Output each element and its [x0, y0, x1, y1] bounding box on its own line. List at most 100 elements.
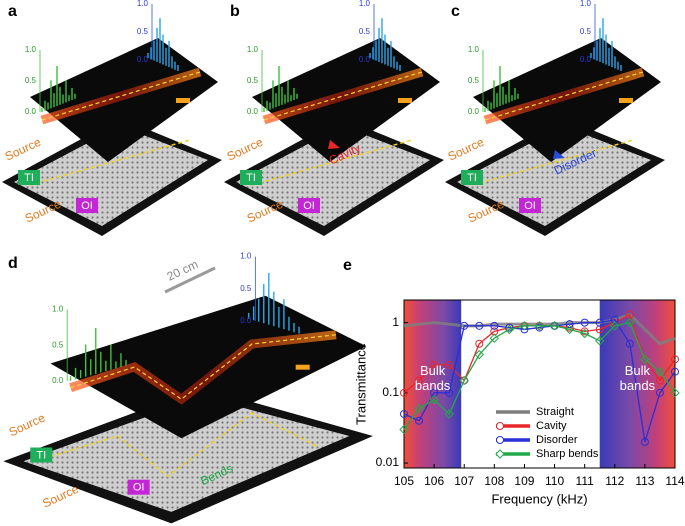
green-tick-label: 0.0: [247, 107, 259, 116]
data-point: [414, 403, 424, 414]
data-point: [610, 321, 620, 331]
data-point: [534, 321, 545, 331]
x-tick-label: 109: [514, 474, 534, 488]
data-point: [505, 323, 514, 332]
data-point: [610, 315, 619, 324]
data-point: [671, 367, 679, 376]
green-tick-label: 0.5: [25, 76, 37, 85]
source-label: Source: [7, 410, 48, 439]
data-point: [489, 333, 500, 343]
panel-label: c: [451, 3, 460, 20]
oi-box: [519, 198, 541, 213]
legend-label: Sharp bends: [536, 448, 599, 460]
data-point: [415, 416, 424, 425]
oi-box: [298, 198, 320, 213]
legend-marker: [496, 422, 504, 430]
field-plane: [30, 38, 218, 162]
data-point: [640, 437, 649, 446]
field-glow: [483, 67, 645, 125]
x-tick-label: 112: [605, 474, 624, 488]
y-tick-label: 0.01: [376, 455, 400, 469]
green-tick-label: 1.0: [468, 45, 480, 54]
data-point: [460, 321, 469, 330]
data-point: [595, 318, 604, 327]
field-glow: [40, 67, 202, 125]
blue-tick-label: 1.0: [580, 0, 592, 8]
waveguide-path: [50, 412, 320, 478]
green-tick-label: 1.0: [52, 305, 64, 314]
x-tick-label: 107: [454, 474, 474, 488]
data-point: [459, 375, 469, 386]
green-tick-label: 0.5: [247, 76, 259, 85]
green-tick-label: 0.0: [468, 107, 480, 116]
data-point: [655, 388, 664, 397]
legend-marker: [495, 449, 505, 459]
scale-bar: [164, 266, 216, 294]
panel-label: b: [230, 3, 240, 20]
blue-tick-label: 1.0: [240, 252, 252, 261]
colorbar: [619, 98, 633, 103]
data-point: [625, 317, 635, 328]
x-tick-label: 110: [545, 474, 564, 488]
data-point: [640, 354, 650, 365]
blue-tick-label: 0.0: [240, 316, 252, 325]
panel-label: a: [8, 3, 17, 20]
colorbar: [295, 364, 310, 370]
data-point: [671, 355, 679, 364]
plate-crystal: [14, 126, 208, 226]
field-plane: [473, 38, 661, 162]
ti-label: TI: [36, 449, 46, 461]
source-label: Source: [40, 482, 81, 511]
blue-tick-label: 0.0: [137, 55, 149, 64]
blue-tick-label: 0.5: [580, 27, 592, 36]
data-point: [549, 321, 560, 331]
x-tick-label: 108: [484, 474, 504, 488]
legend-label: Disorder: [536, 434, 578, 446]
legend-label: Straight: [536, 406, 574, 418]
ti-box: [240, 170, 262, 185]
panel-label: e: [343, 257, 352, 274]
field-plane: [252, 38, 440, 162]
data-point: [490, 321, 499, 330]
source-label: Source: [3, 135, 44, 164]
data-point: [445, 388, 454, 397]
blue-tick-label: 0.0: [580, 55, 592, 64]
blue-tick-label: 1.0: [137, 0, 149, 8]
field-glow: [262, 67, 424, 125]
oi-box: [76, 198, 98, 213]
band-label: Bulk bands: [414, 362, 451, 393]
data-point: [655, 366, 665, 377]
x-tick-label: 113: [635, 474, 654, 488]
data-point: [399, 424, 409, 435]
oi-label: OI: [303, 200, 315, 212]
x-tick-label: 105: [394, 474, 414, 488]
y-tick-label: 1: [392, 315, 399, 329]
plot-frame: [403, 299, 676, 469]
y-axis-label: Transmittance: [353, 343, 368, 425]
blue-tick-label: 1.0: [359, 0, 371, 8]
green-tick-label: 1.0: [247, 45, 259, 54]
data-point: [655, 376, 664, 385]
data-point: [444, 409, 454, 419]
data-point: [535, 323, 544, 332]
source-label: Source: [446, 135, 487, 164]
blue-tick-label: 0.5: [359, 27, 371, 36]
defect-marker: [328, 140, 340, 149]
data-point: [415, 376, 424, 385]
blue-tick-label: 0.5: [240, 284, 252, 293]
green-tick-label: 0.5: [468, 76, 480, 85]
data-point: [670, 388, 680, 398]
source-label: Source: [225, 135, 266, 164]
blue-tick-label: 0.0: [359, 55, 371, 64]
x-tick-label: 114: [665, 474, 684, 488]
field-plane: [50, 295, 367, 439]
scale-label: 20 cm: [165, 257, 201, 284]
oi-label: OI: [133, 482, 145, 494]
ti-label: TI: [467, 172, 477, 184]
panel-label: d: [8, 255, 18, 272]
ti-label: TI: [24, 172, 34, 184]
ti-box: [30, 447, 53, 463]
colorbar: [398, 98, 412, 103]
legend-label: Cavity: [536, 420, 567, 432]
